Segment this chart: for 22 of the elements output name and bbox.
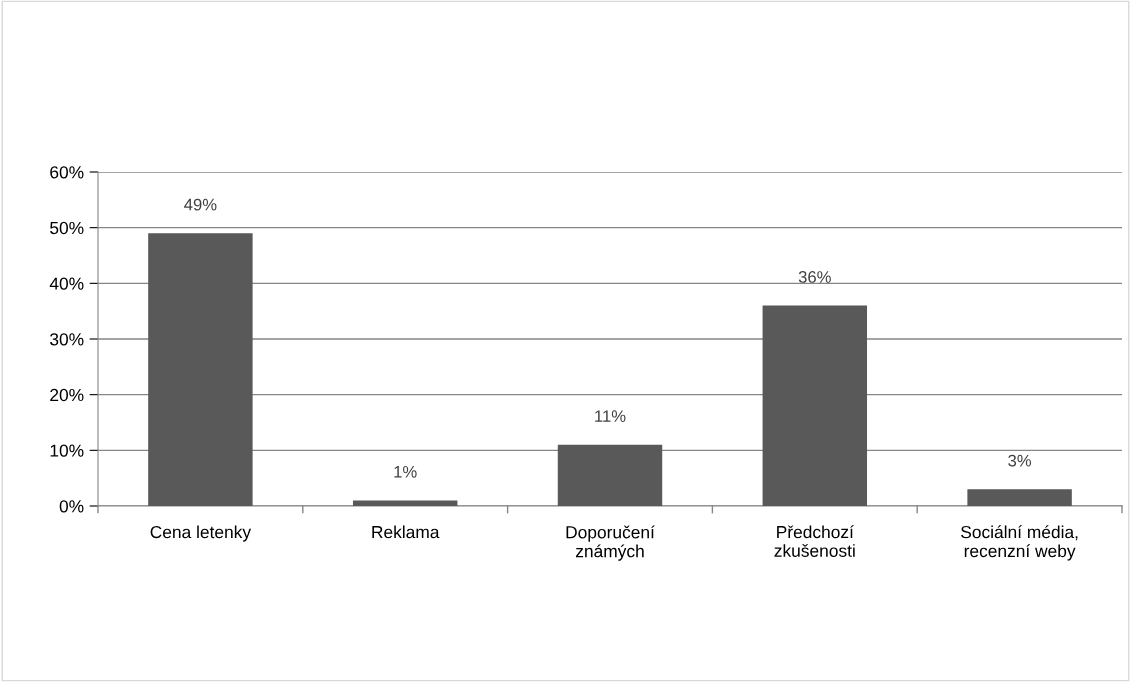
data-label: 11% [595, 410, 626, 422]
data-label: 3% [1008, 454, 1032, 467]
y-tick-label: 40% [49, 277, 84, 290]
x-tick-label: Reklama [372, 525, 440, 539]
y-tick-label: 60% [50, 166, 84, 179]
y-tick-label: 20% [50, 388, 84, 402]
data-label: 36% [798, 271, 831, 283]
data-label: 49% [184, 198, 217, 211]
bar [762, 305, 868, 506]
y-tick-label: 10% [50, 444, 84, 457]
y-tick-label: 0% [59, 500, 84, 513]
x-tick-label: Předchozí zkušenosti [774, 525, 855, 557]
bar [967, 489, 1072, 506]
bar [557, 444, 663, 506]
y-tick-label: 50% [50, 221, 84, 235]
bar [352, 500, 458, 506]
x-tick-label: Cena letenky [150, 525, 252, 542]
x-tick-label: Sociální média, recenzní weby [961, 525, 1078, 561]
data-label: 1% [394, 465, 417, 478]
y-tick-label: 30% [50, 333, 84, 346]
bar [148, 233, 253, 506]
x-tick-label: Doporučení známých [566, 525, 655, 561]
